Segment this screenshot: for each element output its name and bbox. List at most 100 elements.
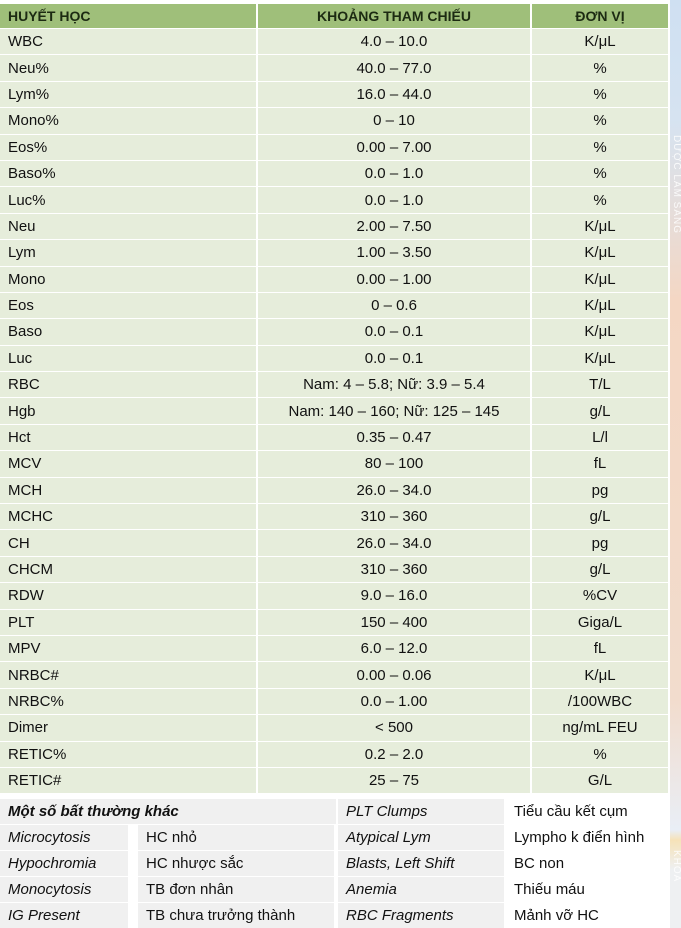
reference-range: 0.0 – 1.0 [258,187,532,214]
test-name: RETIC% [0,741,258,768]
table-row: MCHC 310 – 360 g/L [0,504,670,531]
table-body: WBC 4.0 – 10.0 K/μL Neu% 40.0 – 77.0% Lym% 16.… [0,29,670,795]
test-name: Hct [0,424,258,452]
table-row: RETIC% 0.2 – 2.0% [0,741,670,768]
unit: % [532,134,670,161]
table-row: MCV 80 – 100 fL [0,451,670,478]
reference-range: 26.0 – 34.0 [258,530,532,557]
abnormal-meaning: Tiểu cầu kết cụm [506,799,670,824]
reference-range: 25 – 75 [258,767,532,795]
table-row: Mono 0.00 – 1.00 K/μL [0,266,670,293]
test-name: Dimer [0,715,258,742]
abnormal-meaning: BC non [506,851,670,876]
abnormal-meaning: HC nhược sắc [138,851,334,876]
table-row: Neu 2.00 – 7.50 K/μL [0,213,670,241]
abnormal-row: Microcytosis HC nhỏ Atypical Lym Lympho k đ… [0,825,670,850]
abnormal-term: RBC Fragments [338,903,504,928]
unit: K/μL [532,213,670,241]
reference-range: 0.2 – 2.0 [258,741,532,768]
test-name: RETIC# [0,767,258,795]
test-name: MCV [0,451,258,478]
abnormal-meaning: Thiếu máu [506,877,670,902]
unit: K/μL [532,319,670,346]
test-name: Lym% [0,81,258,109]
abnormal-term: Blasts, Left Shift [338,851,504,876]
table-row: Luc% 0.0 – 1.0% [0,187,670,214]
test-name: Mono% [0,108,258,135]
test-name: Eos% [0,134,258,161]
table-row: PLT 150 – 400 Giga/L [0,609,670,636]
unit: g/L [532,398,670,425]
other-abnormalities-section: Một số bất thường khác PLT Clumps Tiểu c… [0,799,670,928]
unit: pg [532,477,670,505]
reference-range: 9.0 – 16.0 [258,583,532,610]
unit: g/L [532,556,670,584]
table-row: Dimer < 500 ng/mL FEU [0,715,670,742]
table-row: WBC 4.0 – 10.0 K/μL [0,29,670,56]
table-row: MCH 26.0 – 34.0 pg [0,477,670,505]
test-name: Baso% [0,160,258,188]
reference-range: 0 – 0.6 [258,292,532,320]
reference-range: 0.0 – 0.1 [258,319,532,346]
table-row: CH 26.0 – 34.0 pg [0,530,670,557]
unit: K/μL [532,266,670,293]
test-name: WBC [0,29,258,56]
abnormal-term: Hypochromia [0,851,128,876]
reference-range: 1.00 – 3.50 [258,240,532,267]
table-row: Lym 1.00 – 3.50 K/μL [0,240,670,267]
unit: T/L [532,372,670,399]
table-row: Mono% 0 – 10% [0,108,670,135]
test-name: Neu [0,213,258,241]
table-header-row: HUYẾT HỌC KHOẢNG THAM CHIẾU ĐƠN VỊ [0,4,670,29]
test-name: MCH [0,477,258,505]
abnormal-term: IG Present [0,903,128,928]
side-watermark-text: DƯỢC LÂM SÀNG [671,135,681,235]
reference-range: 0.35 – 0.47 [258,424,532,452]
test-name: Eos [0,292,258,320]
reference-range: 0.0 – 1.0 [258,160,532,188]
table-row: Baso% 0.0 – 1.0% [0,160,670,188]
unit: % [532,741,670,768]
unit: % [532,81,670,109]
abnormal-term: Monocytosis [0,877,128,902]
table-row: NRBC% 0.0 – 1.00/100WBC [0,688,670,716]
reference-range: 2.00 – 7.50 [258,213,532,241]
abnormal-section-title: Một số bất thường khác [0,799,336,824]
table-row: Baso 0.0 – 0.1 K/μL [0,319,670,346]
reference-range: 6.0 – 12.0 [258,635,532,663]
unit: Giga/L [532,609,670,636]
test-name: Lym [0,240,258,267]
table-row: CHCM 310 – 360 g/L [0,556,670,584]
side-watermark-text: KHOA [671,850,681,883]
abnormal-meaning: Mảnh vỡ HC [506,903,670,928]
test-name: CHCM [0,556,258,584]
table-row: Hct 0.35 – 0.47 L/l [0,424,670,452]
header-test: HUYẾT HỌC [0,4,258,29]
abnormal-term: Anemia [338,877,504,902]
reference-range: 0.0 – 0.1 [258,345,532,373]
unit: fL [532,635,670,663]
unit: /100WBC [532,688,670,716]
test-name: CH [0,530,258,557]
table-row: Eos% 0.00 – 7.00% [0,134,670,161]
reference-range: 150 – 400 [258,609,532,636]
unit: % [532,160,670,188]
abnormal-meaning: Lympho k điển hình [506,825,670,850]
test-name: RBC [0,372,258,399]
test-name: MCHC [0,504,258,531]
unit: K/μL [532,29,670,56]
test-name: PLT [0,609,258,636]
reference-range: 0.00 – 7.00 [258,134,532,161]
unit: G/L [532,767,670,795]
reference-range: 80 – 100 [258,451,532,478]
unit: K/μL [532,662,670,689]
reference-range: < 500 [258,715,532,742]
right-edge-strip: DƯỢC LÂM SÀNG KHOA [670,0,681,928]
abnormal-term: PLT Clumps [338,799,504,824]
table-row: NRBC# 0.00 – 0.06 K/μL [0,662,670,689]
table-row: Eos 0 – 0.6 K/μL [0,292,670,320]
reference-range: 40.0 – 77.0 [258,55,532,82]
header-unit: ĐƠN VỊ [532,4,670,29]
unit: K/μL [532,292,670,320]
reference-range: 0 – 10 [258,108,532,135]
